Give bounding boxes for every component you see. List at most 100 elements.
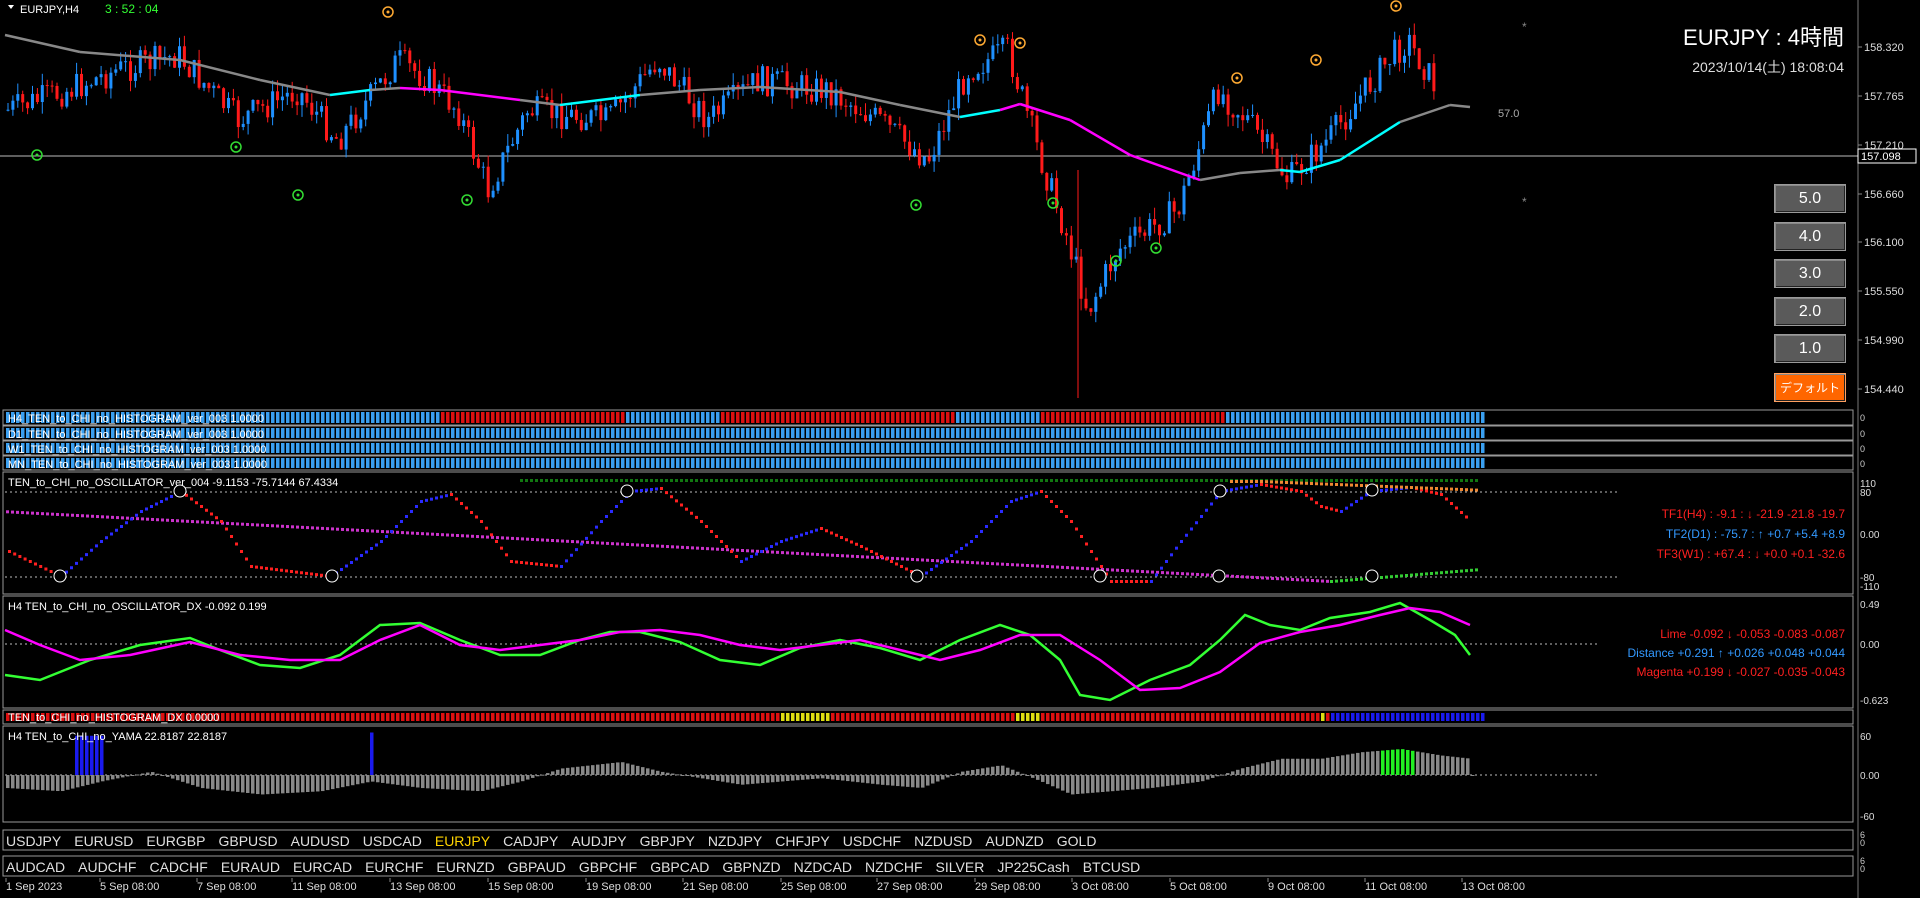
symbol-eurchf[interactable]: EURCHF [365,859,424,875]
candle-body [1182,185,1186,215]
candle-body [819,78,823,98]
symbol-gbpusd[interactable]: GBPUSD [218,833,278,849]
symbol-nzdjpy[interactable]: NZDJPY [707,833,763,849]
candle-body [472,126,475,159]
ma-segment [999,102,1021,112]
symbol-nzdcad[interactable]: NZDCAD [793,859,852,875]
symbol-audnzd[interactable]: AUDNZD [985,833,1044,849]
candle-body [491,190,495,198]
ma-segment [259,78,331,97]
scale-5-button[interactable]: 5.0 [1774,184,1846,213]
candle-body [276,91,279,101]
oscillator-panel [2,471,1854,595]
hist-dx-panel [2,709,1854,725]
candle-body [609,106,613,108]
candle-body [849,105,853,107]
candle-body [1050,178,1054,191]
symbol-gbpnzd[interactable]: GBPNZD [722,859,781,875]
svg-text:0: 0 [1860,429,1865,439]
symbol-eurjpy[interactable]: EURJPY [434,833,491,849]
candle-body [256,99,260,105]
candle-body [922,156,926,166]
oscillator-series [6,479,1478,583]
hist-w1-label: W1_TEN_to_CHI_no_HISTOGRAM_ver_003 1.000… [8,444,266,456]
hist-mn-label: MN_TEN_to_CHI_no_HISTOGRAM_ver_003 1.000… [8,459,267,471]
symbol-usdchf[interactable]: USDCHF [842,833,902,849]
candle-body [1309,144,1313,173]
symbol-audcad[interactable]: AUDCAD [6,859,66,875]
candle-body [981,72,985,74]
symbol-gbpchf[interactable]: GBPCHF [578,859,638,875]
candle-body [780,71,784,73]
candle-body [1015,77,1019,90]
symbol-eurnzd[interactable]: EURNZD [436,859,495,875]
candle-body [1118,248,1122,261]
ma-segment [1199,171,1241,182]
candle-body [1265,134,1269,143]
candle-body [702,100,706,128]
candle-body [746,84,750,86]
candle-body [1177,211,1181,215]
default-button[interactable]: デフォルト [1774,373,1846,402]
candle-body [496,181,500,191]
time-tick-label: 3 Oct 08:00 [1072,881,1129,893]
symbol-eurgbp[interactable]: EURGBP [146,833,206,849]
menu-triangle-icon[interactable] [8,5,14,9]
scale-2-button[interactable]: 2.0 [1774,297,1846,326]
symbol-audusd[interactable]: AUDUSD [290,833,350,849]
symbol-nzdusd[interactable]: NZDUSD [914,833,973,849]
candle-body [805,75,809,95]
candle-body [1074,256,1078,260]
svg-text:60: 60 [1860,732,1872,743]
candle-body [290,92,294,102]
symbol-gold[interactable]: GOLD [1056,833,1097,849]
signal-circle-icon [230,141,242,153]
svg-text:6: 6 [1860,830,1865,840]
symbol-nzdchf[interactable]: NZDCHF [865,859,923,875]
candle-body [1020,86,1024,90]
symbol-usdcad[interactable]: USDCAD [362,833,422,849]
symbol-chfjpy[interactable]: CHFJPY [775,833,830,849]
symbol-gbpcad[interactable]: GBPCAD [650,859,710,875]
candle-body [1030,110,1034,116]
symbol-silver[interactable]: SILVER [935,859,985,875]
time-tick-label: 1 Sep 2023 [6,881,62,893]
candle-body [84,85,88,97]
scale-1-button[interactable]: 1.0 [1774,334,1846,363]
candle-body [1216,89,1220,105]
hist-mn-panel [2,455,1854,471]
candle-body [202,82,206,88]
symbol-euraud[interactable]: EURAUD [220,859,280,875]
candle-body [315,111,319,115]
symbol-eurcad[interactable]: EURCAD [292,859,353,875]
symbol-gbpaud[interactable]: GBPAUD [507,859,566,875]
candle-body [364,100,368,120]
symbol-btcusd[interactable]: BTCUSD [1082,859,1141,875]
symbol-usdjpy[interactable]: USDJPY [6,833,62,849]
symbol-eurusd[interactable]: EURUSD [74,833,134,849]
signal-circle-icon [1390,0,1402,12]
candle-body [653,69,657,73]
candle-body [1025,86,1029,111]
candle-body [261,104,265,106]
candle-body [104,74,108,89]
ma-segment [399,86,441,92]
candle-body [903,125,907,142]
symbol-cadjpy[interactable]: CADJPY [503,833,559,849]
scale-4-button[interactable]: 4.0 [1774,222,1846,251]
symbol-gbpjpy[interactable]: GBPJPY [639,833,695,849]
signal-circle-icon [910,199,922,211]
candle-body [682,76,686,86]
candle-body [908,141,912,156]
candle-body [893,123,897,125]
symbol-jp225cash[interactable]: JP225Cash [997,859,1070,875]
candle-body [212,85,216,89]
symbol-audchf[interactable]: AUDCHF [78,859,137,875]
signal-circle-icon [974,34,986,46]
scale-3-button[interactable]: 3.0 [1774,259,1846,288]
symbol-audjpy[interactable]: AUDJPY [571,833,627,849]
candle-body [246,110,250,124]
symbol-cadchf[interactable]: CADCHF [149,859,208,875]
